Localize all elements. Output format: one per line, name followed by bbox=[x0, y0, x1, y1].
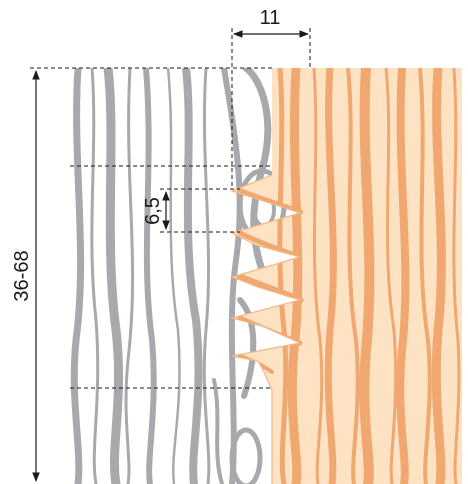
spacing-label: 6,5 bbox=[142, 197, 164, 225]
finger-outline bbox=[229, 174, 303, 484]
pitch-label: 11 bbox=[260, 7, 281, 29]
pine-wood-grain bbox=[236, 68, 461, 484]
pine-board bbox=[229, 68, 462, 484]
dimension-lines bbox=[30, 28, 311, 482]
thickness-label: 36-68 bbox=[11, 250, 33, 301]
